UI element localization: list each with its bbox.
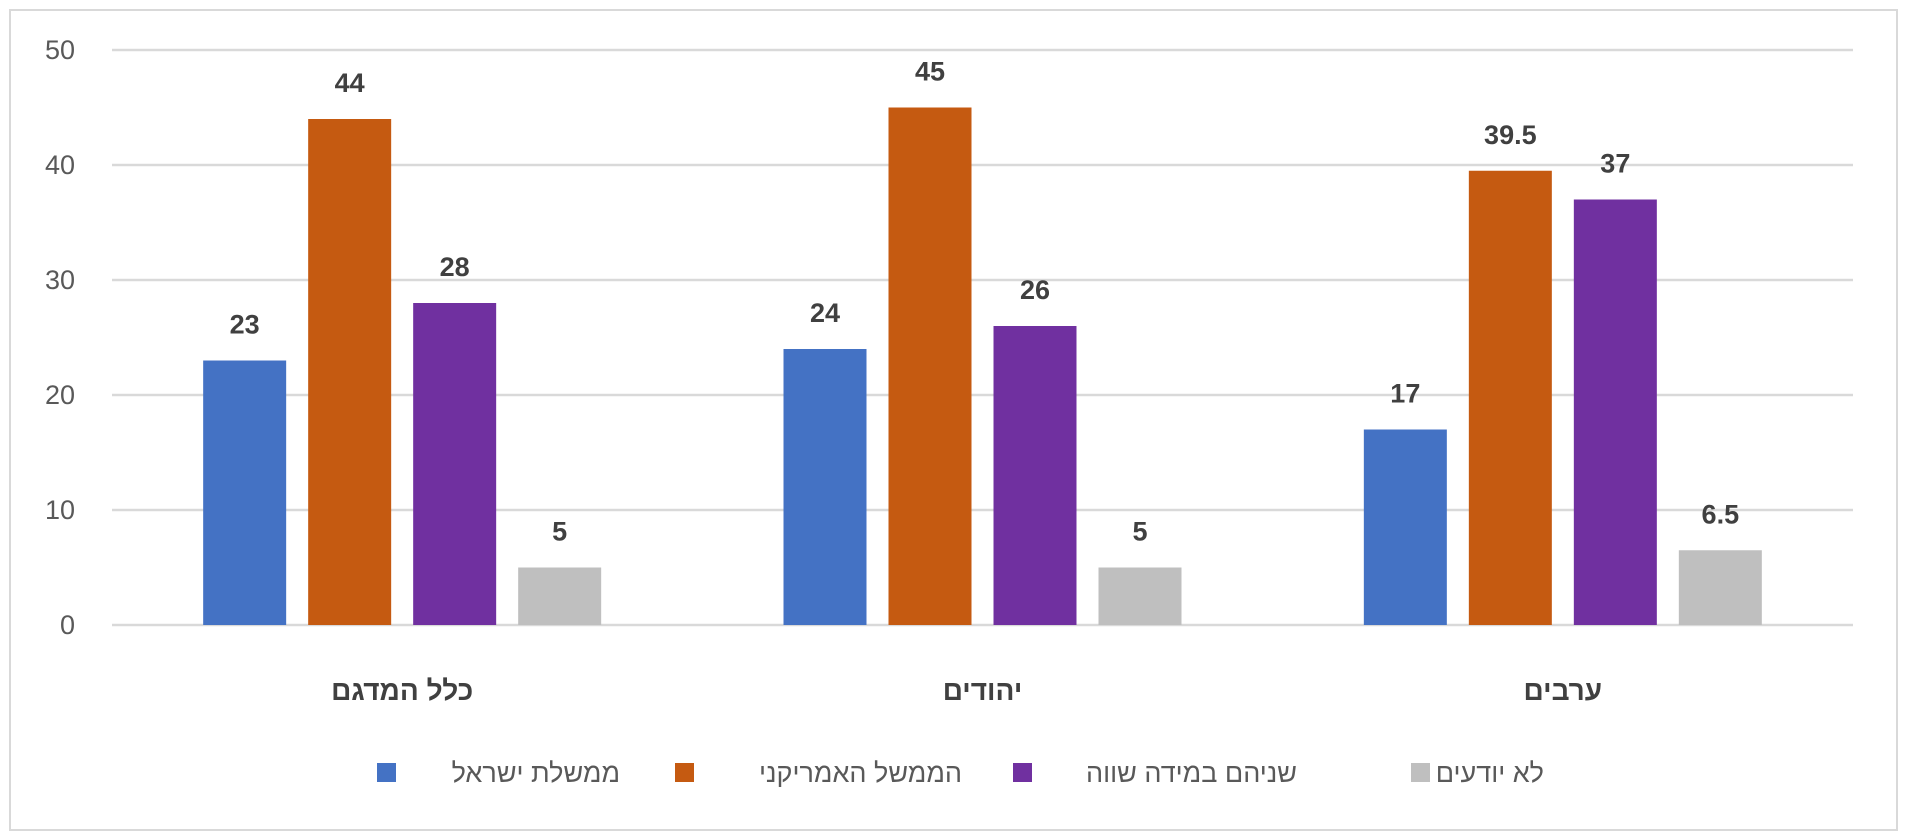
data-label: 6.5 [1702,499,1740,529]
y-axis-ticks: 0 10 20 30 40 50 [45,35,75,640]
legend-swatch-icon [1411,763,1430,782]
data-label: 24 [810,298,840,328]
data-label: 37 [1600,149,1630,179]
legend-item: ממשלת ישראל [377,758,620,788]
category-label: יהודים [943,675,1023,706]
data-label: 45 [915,57,945,87]
legend-swatch-icon [1013,763,1032,782]
data-label: 28 [440,252,470,282]
bars [203,107,1762,625]
legend-label: לא יודעים [1436,758,1544,788]
gridlines [112,48,1853,627]
data-label: 5 [1132,517,1147,547]
y-tick-label: 30 [45,265,75,295]
bar [1363,429,1447,625]
y-tick-label: 40 [45,150,75,180]
legend-label: ממשלת ישראל [452,758,620,788]
legend-swatch-icon [675,763,694,782]
legend-item: לא יודעים [1411,758,1544,788]
legend-label: שניהם במידה שווה [1086,758,1297,788]
bar [1678,550,1762,625]
data-label: 44 [335,68,365,98]
legend-item: שניהם במידה שווה [1013,758,1297,788]
legend-item: הממשל האמריקני [675,758,962,788]
bar [308,119,392,625]
category-label: ערבים [1524,675,1603,706]
legend-label: הממשל האמריקני [759,758,962,788]
y-tick-label: 50 [45,35,75,65]
category-label: כלל המדגם [331,675,473,706]
data-label: 17 [1390,379,1420,409]
legend-swatch-icon [377,763,396,782]
bar [993,326,1077,625]
y-tick-label: 10 [45,495,75,525]
bar [1098,567,1182,625]
data-label: 23 [230,310,260,340]
bar [413,303,497,625]
bar [518,567,602,625]
x-axis-categories: כלל המדגם יהודים ערבים [331,675,1602,706]
data-label: 5 [552,517,567,547]
bar [1573,199,1657,625]
legend: ממשלת ישראל הממשל האמריקני שניהם במידה שוו… [377,758,1544,788]
data-labels: 23 44 28 5 24 45 26 5 17 39.5 37 6.5 [230,57,1739,547]
bar [783,349,867,625]
y-tick-label: 20 [45,380,75,410]
bar [1468,170,1552,625]
data-label: 39.5 [1484,120,1537,150]
bar [888,107,972,625]
y-tick-label: 0 [60,610,75,640]
bar [203,360,287,625]
data-label: 26 [1020,275,1050,305]
